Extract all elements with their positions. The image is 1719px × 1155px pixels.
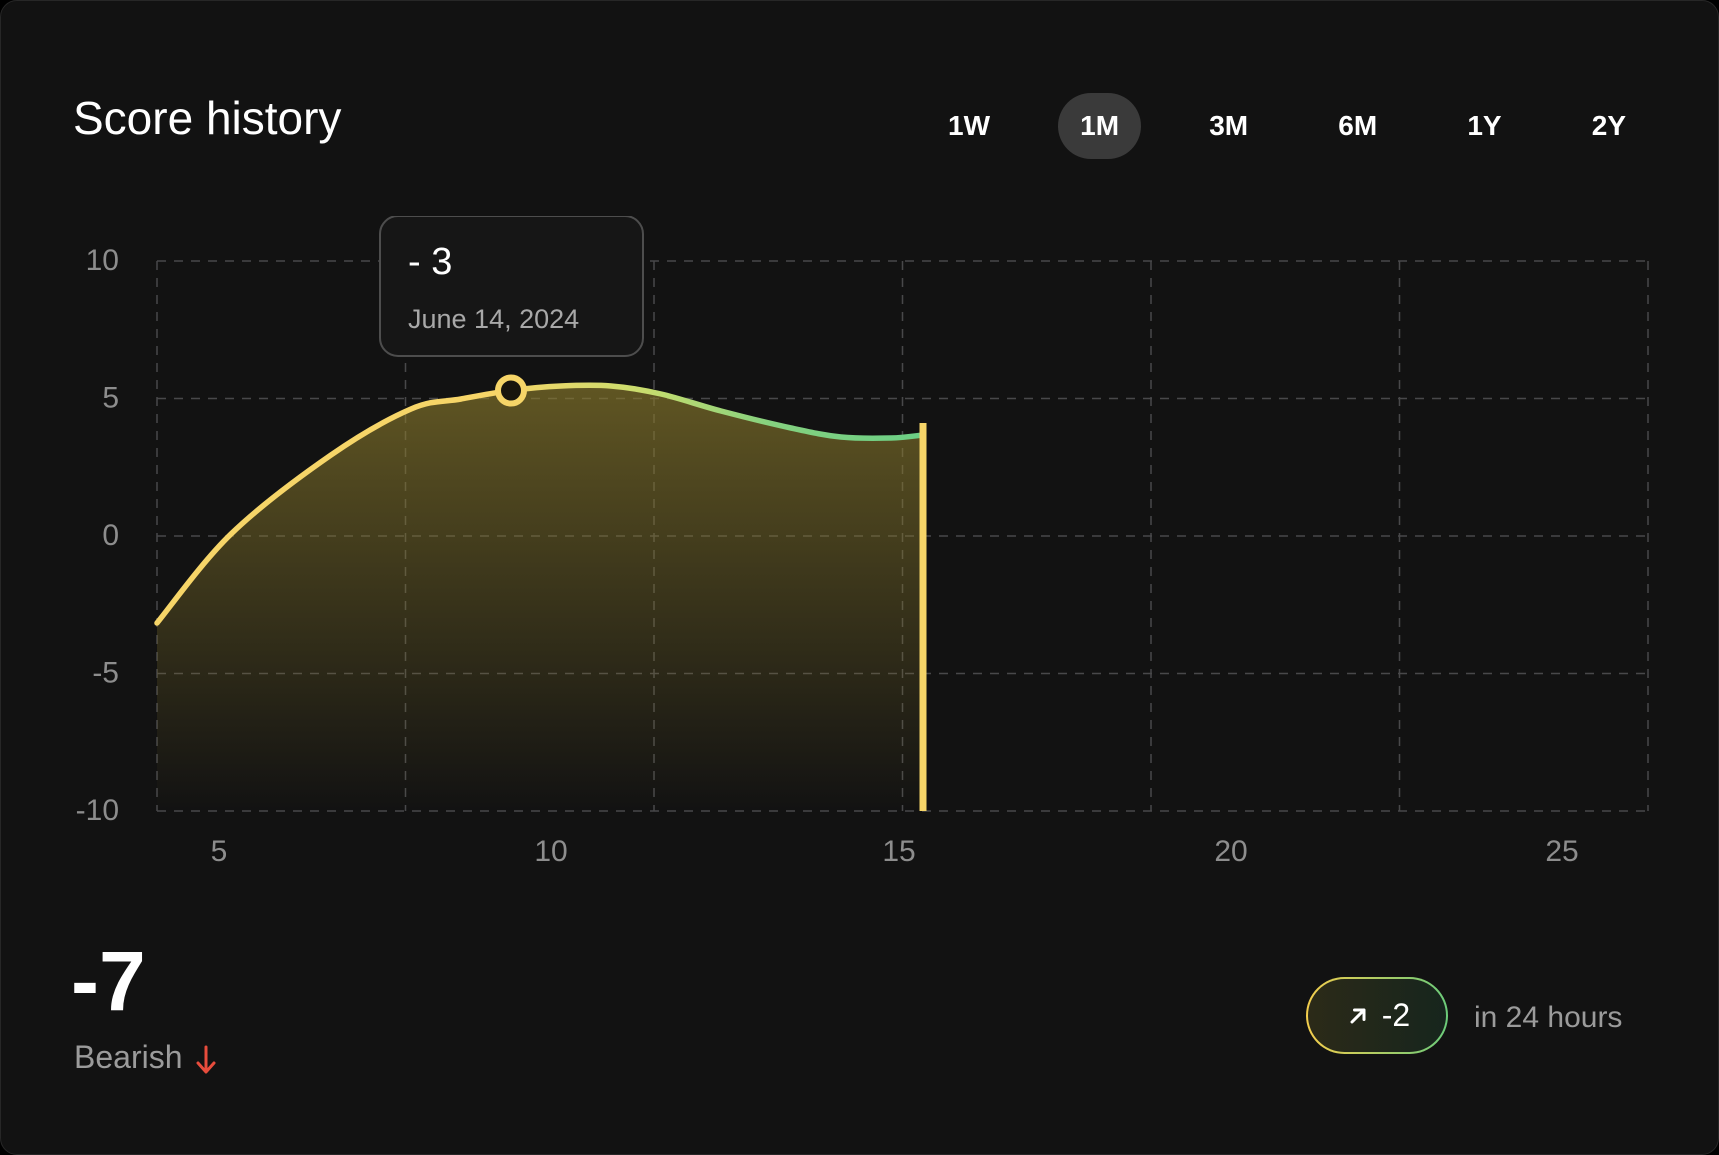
svg-text:-5: -5 [92,657,119,690]
svg-text:20: 20 [1214,835,1247,868]
svg-text:0: 0 [102,519,119,552]
svg-text:5: 5 [102,382,119,415]
svg-text:-10: -10 [76,794,119,827]
svg-text:15: 15 [882,835,915,868]
svg-text:10: 10 [86,244,119,277]
svg-text:10: 10 [534,835,567,868]
svg-text:25: 25 [1545,835,1578,868]
svg-text:5: 5 [211,835,228,868]
svg-text:- 3: - 3 [408,241,452,283]
svg-text:June 14, 2024: June 14, 2024 [408,304,579,334]
